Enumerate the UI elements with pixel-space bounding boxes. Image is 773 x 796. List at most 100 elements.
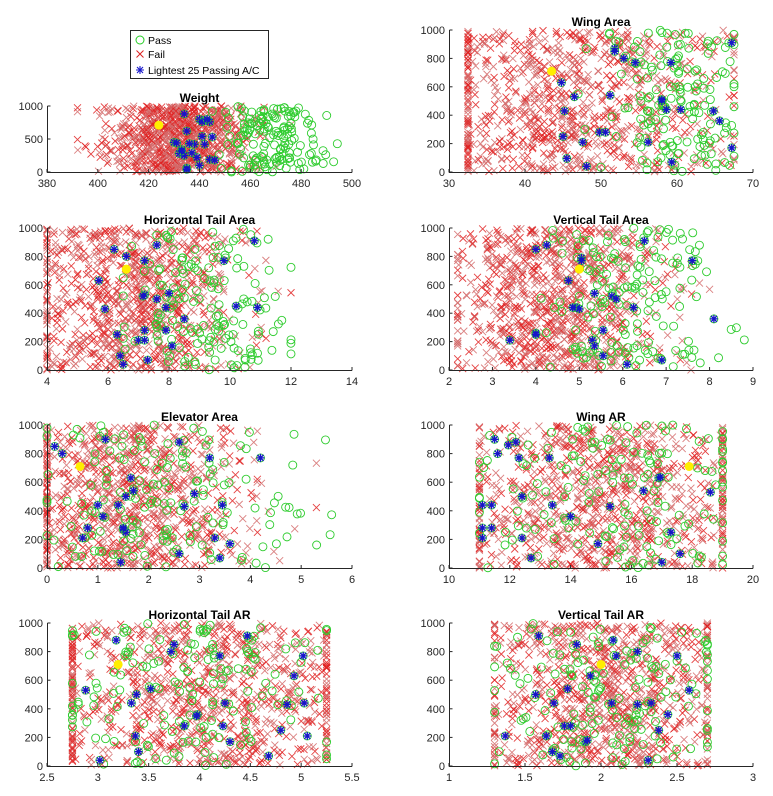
fail-point	[482, 236, 490, 244]
pass-point	[643, 28, 653, 38]
highlighted-point	[121, 264, 131, 274]
x-tick-label: 30	[443, 178, 455, 190]
fail-point	[100, 280, 108, 289]
fail-point	[191, 505, 200, 514]
pass-point	[268, 327, 278, 337]
lightest-passing-star	[195, 161, 204, 170]
fail-point	[236, 457, 245, 465]
lightest-passing-star	[606, 91, 615, 100]
fail-point	[490, 138, 499, 147]
fail-point	[492, 270, 501, 279]
lightest-passing-star	[577, 256, 586, 265]
fail-point	[464, 63, 472, 72]
fail-point	[78, 355, 87, 363]
pass-point	[259, 293, 269, 303]
fail-point	[594, 67, 602, 75]
lightest-passing-star	[203, 115, 212, 124]
lightest-passing-star	[619, 54, 628, 63]
pass-point	[268, 167, 277, 177]
fail-point	[473, 273, 482, 282]
fail-point	[580, 226, 589, 235]
fail-point	[453, 355, 462, 363]
fail-point	[470, 312, 479, 320]
fail-point	[61, 318, 70, 326]
fail-point	[526, 299, 535, 308]
x-tick-label: 14	[346, 376, 358, 388]
pass-point	[635, 47, 645, 57]
fail-point	[73, 135, 82, 144]
lightest-passing-star	[727, 143, 736, 152]
pass-point	[232, 263, 242, 273]
fail-point	[719, 26, 728, 35]
fail-point	[145, 115, 153, 124]
fail-point	[542, 258, 551, 266]
fail-point	[575, 28, 584, 37]
pass-point	[683, 82, 693, 92]
fail-point	[510, 131, 519, 139]
fail-point	[675, 313, 684, 322]
fail-point	[114, 145, 123, 154]
x-tick-label: 480	[292, 178, 310, 190]
fail-point	[183, 229, 192, 237]
fail-point	[539, 160, 548, 169]
fail-point	[56, 525, 65, 534]
fail-point	[606, 75, 614, 84]
fail-point	[479, 33, 487, 42]
pass-point	[214, 300, 224, 310]
pass-point	[675, 302, 685, 311]
lightest-passing-star	[562, 154, 571, 163]
data-points	[73, 102, 342, 177]
fail-point	[73, 283, 82, 292]
lightest-passing-star	[559, 132, 567, 141]
pass-point	[726, 324, 736, 334]
y-tick-label: 1000	[19, 223, 43, 235]
pass-point	[208, 253, 218, 262]
lightest-passing-star	[185, 139, 194, 148]
fail-point	[62, 461, 71, 469]
fail-point	[568, 291, 576, 300]
fail-point	[556, 32, 565, 41]
fail-point	[482, 348, 491, 357]
lightest-passing-star	[180, 109, 189, 118]
fail-point	[213, 233, 222, 241]
fail-point	[464, 149, 472, 158]
pass-point	[690, 247, 700, 257]
pass-point	[637, 155, 647, 165]
lightest-passing-star	[110, 245, 119, 254]
y-tick-label: 800	[427, 251, 445, 263]
x-tick-label: 2	[446, 376, 452, 388]
pass-point	[705, 119, 715, 129]
fail-point	[568, 59, 577, 68]
fail-point	[72, 298, 80, 306]
fail-point	[119, 224, 128, 233]
fail-point	[562, 264, 571, 273]
pass-point	[545, 362, 555, 372]
pass-point	[644, 297, 654, 307]
fail-point	[602, 71, 611, 80]
fail-point	[111, 137, 119, 145]
lightest-passing-star	[119, 360, 128, 369]
pass-point	[666, 93, 676, 103]
lightest-passing-star	[568, 303, 577, 312]
fail-point	[79, 252, 88, 260]
fail-point	[613, 153, 621, 162]
fail-point	[209, 294, 218, 303]
fail-point	[498, 164, 507, 173]
fail-point	[97, 344, 105, 352]
fail-point	[560, 335, 568, 344]
fail-point	[454, 261, 463, 269]
fail-point	[558, 58, 566, 67]
pass-point	[263, 234, 273, 244]
fail-point	[609, 71, 617, 80]
fail-point	[550, 111, 559, 120]
fail-point	[453, 230, 462, 239]
x-tick-label: 10	[224, 376, 236, 388]
fail-point	[661, 242, 670, 251]
fail-point	[473, 48, 482, 57]
fail-point	[652, 71, 661, 80]
fail-point	[545, 58, 554, 66]
fail-point	[705, 285, 714, 294]
y-tick-label: 0	[439, 365, 445, 377]
fail-point	[275, 556, 284, 565]
fail-point	[497, 154, 506, 163]
